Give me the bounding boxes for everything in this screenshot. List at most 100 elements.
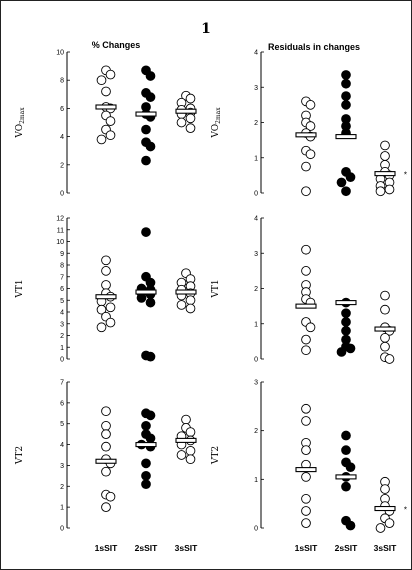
data-point-1sSIT: [101, 86, 111, 97]
data-point-3sSIT: [384, 354, 395, 364]
data-point-1sSIT: [105, 116, 116, 126]
y-tick-label: 0: [254, 357, 258, 364]
data-point-2sSIT: [341, 78, 351, 89]
data-point-2sSIT: [341, 100, 351, 110]
data-point-1sSIT: [305, 149, 316, 160]
data-point-2sSIT: [145, 71, 156, 81]
data-point-2sSIT: [345, 172, 356, 182]
data-point-3sSIT: [176, 450, 187, 460]
category-label-1sSIT: 1sSIT: [295, 543, 318, 553]
y-axis-label: VO2max: [211, 107, 222, 139]
figure-number: 1: [201, 21, 211, 37]
data-point-1sSIT: [305, 100, 316, 110]
data-point-2sSIT: [136, 293, 147, 303]
data-point-3sSIT: [380, 151, 390, 161]
data-point-2sSIT: [145, 297, 156, 308]
y-tick-label: 4: [254, 216, 258, 223]
data-point-2sSIT: [341, 317, 351, 327]
y-tick-label: 6: [60, 286, 64, 293]
data-point-2sSIT: [141, 471, 151, 481]
y-axis-label-main: VT2: [211, 446, 221, 465]
data-point-1sSIT: [101, 266, 111, 276]
mean-marker-2sSIT: [135, 289, 157, 295]
y-tick-label: 8: [60, 263, 64, 270]
y-axis-label-sub: 2max: [19, 107, 26, 124]
mean-marker-1sSIT: [295, 132, 317, 138]
data-point-3sSIT: [185, 123, 196, 133]
mean-marker-1sSIT: [295, 303, 317, 309]
significance-marker: *: [404, 171, 407, 180]
column-title-residuals: Residuals in changes: [268, 42, 360, 52]
y-tick-label: 1: [254, 477, 258, 484]
data-point-2sSIT: [145, 433, 156, 444]
y-tick-label: 2: [60, 333, 64, 340]
y-tick-label: 0: [254, 191, 258, 198]
y-tick-label: 5: [60, 298, 64, 305]
y-axis-label: VT2: [15, 446, 25, 465]
data-point-1sSIT: [301, 403, 311, 414]
data-point-1sSIT: [101, 420, 111, 431]
data-point-3sSIT: [380, 484, 390, 494]
data-point-2sSIT: [345, 462, 356, 473]
y-axis-label-main: VT1: [15, 279, 25, 298]
data-point-1sSIT: [301, 493, 311, 504]
mean-marker-2sSIT: [335, 474, 357, 480]
data-point-1sSIT: [301, 472, 311, 482]
panel-2-1: 0 1 2 3 VT2 *: [211, 380, 407, 533]
data-point-2sSIT: [341, 308, 351, 319]
data-point-1sSIT: [301, 345, 311, 356]
y-tick-label: 8: [60, 78, 64, 85]
y-tick-label: 1: [60, 505, 64, 512]
data-point-3sSIT: [375, 523, 386, 533]
y-tick-label: 4: [60, 442, 64, 449]
data-point-1sSIT: [96, 134, 107, 145]
data-point-2sSIT: [341, 481, 351, 492]
data-point-1sSIT: [101, 429, 111, 439]
y-tick-label: 7: [60, 380, 64, 387]
y-axis-label-main: VO: [211, 124, 221, 139]
y-tick-label: 1: [254, 321, 258, 328]
data-point-3sSIT: [176, 117, 187, 128]
significance-marker: *: [404, 506, 407, 515]
data-point-1sSIT: [96, 322, 107, 333]
data-point-1sSIT: [305, 322, 316, 333]
data-point-1sSIT: [301, 186, 311, 197]
data-point-1sSIT: [105, 69, 116, 80]
y-tick-label: 9: [60, 251, 64, 258]
category-label-2sSIT: 2sSIT: [335, 543, 358, 553]
data-point-3sSIT: [185, 295, 196, 306]
data-point-2sSIT: [141, 420, 151, 431]
y-tick-label: 4: [60, 134, 64, 141]
y-axis-label: VT1: [211, 279, 221, 298]
y-axis-label: VT2: [211, 446, 221, 465]
data-point-1sSIT: [96, 75, 107, 86]
data-point-1sSIT: [101, 406, 111, 417]
y-tick-label: 1: [60, 345, 64, 352]
data-point-2sSIT: [341, 430, 351, 441]
y-tick-label: 0: [254, 526, 258, 533]
y-tick-label: 2: [60, 484, 64, 491]
data-point-2sSIT: [341, 70, 351, 80]
panel-0-0: 0 2 4 6 8 10 VO2max: [15, 50, 197, 198]
data-point-1sSIT: [301, 334, 311, 345]
data-point-3sSIT: [185, 454, 196, 465]
mean-marker-1sSIT: [95, 458, 117, 464]
data-point-3sSIT: [185, 303, 196, 314]
y-axis-label-main: VO: [15, 124, 25, 139]
mean-marker-3sSIT: [175, 108, 197, 114]
y-tick-label: 7: [60, 274, 64, 281]
y-tick-label: 3: [254, 380, 258, 387]
y-tick-label: 0: [60, 357, 64, 364]
data-point-1sSIT: [301, 518, 311, 528]
y-tick-label: 3: [60, 321, 64, 328]
data-point-2sSIT: [336, 177, 347, 188]
y-tick-label: 2: [60, 162, 64, 169]
mean-marker-3sSIT: [374, 505, 396, 512]
data-point-2sSIT: [145, 92, 156, 102]
column-title-percent-changes: % Changes: [92, 40, 141, 50]
data-point-2sSIT: [145, 141, 156, 152]
data-point-1sSIT: [96, 304, 107, 315]
data-point-2sSIT: [141, 458, 151, 469]
data-point-3sSIT: [181, 414, 191, 425]
y-tick-label: 2: [254, 120, 258, 127]
